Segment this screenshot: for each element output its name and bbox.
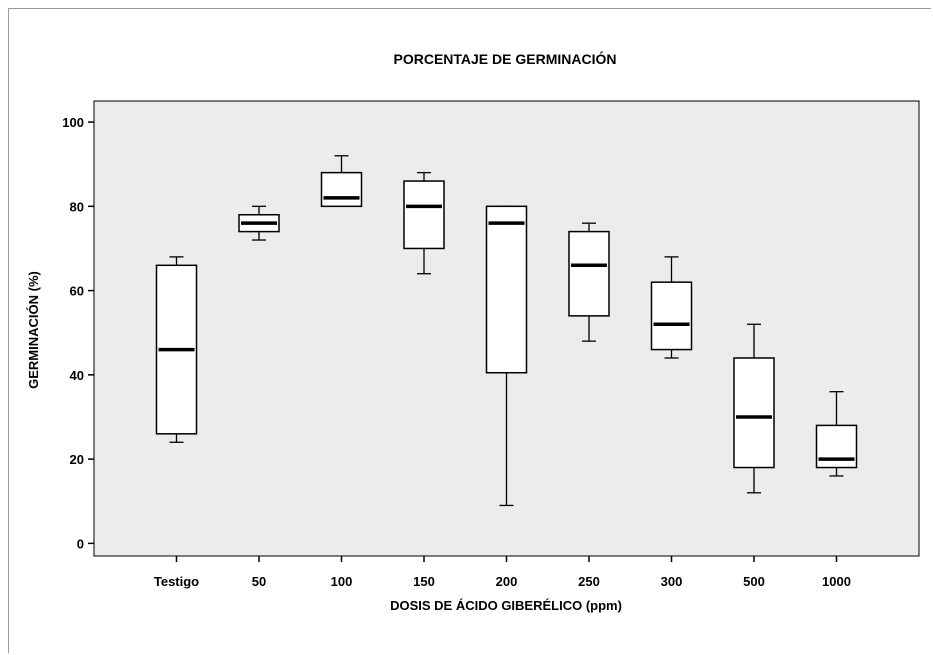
- x-tick-label: 250: [578, 574, 600, 589]
- y-axis: 0 20 40 60 80 100: [62, 115, 94, 551]
- box-iqr: [320, 171, 363, 208]
- y-tick-label: 80: [70, 199, 84, 214]
- box-250: [568, 222, 610, 342]
- x-tick-label: 300: [661, 574, 683, 589]
- x-tick-label: 150: [413, 574, 435, 589]
- y-tick-label: 40: [70, 368, 84, 383]
- x-axis: Testigo 50 100 150 200 250 300 500 1000: [154, 556, 851, 589]
- box-100: [320, 155, 363, 208]
- box-300: [650, 256, 693, 359]
- x-tick-label: 1000: [822, 574, 851, 589]
- box-iqr: [485, 205, 528, 374]
- box-iqr: [733, 357, 775, 469]
- box-series: [155, 155, 858, 507]
- box-Testigo: [155, 256, 198, 443]
- box-1000: [815, 391, 858, 477]
- box-50: [238, 205, 280, 241]
- y-tick-label: 100: [62, 115, 84, 130]
- y-tick-label: 0: [77, 536, 84, 551]
- x-axis-label: DOSIS DE ÁCIDO GIBERÉLICO (ppm): [390, 598, 622, 613]
- y-tick-label: 60: [70, 284, 84, 299]
- box-500: [733, 323, 775, 494]
- box-150: [403, 171, 445, 275]
- chart-title: PORCENTAJE DE GERMINACIÓN: [394, 50, 617, 67]
- box-200: [485, 205, 528, 507]
- x-tick-label: 50: [252, 574, 266, 589]
- x-tick-label: 500: [743, 574, 765, 589]
- x-tick-label: Testigo: [154, 574, 199, 589]
- chart-frame: [8, 8, 931, 653]
- box-iqr: [403, 180, 445, 250]
- y-tick-label: 20: [70, 452, 84, 467]
- box-iqr: [650, 281, 693, 351]
- y-axis-label: GERMINACIÓN (%): [26, 271, 41, 389]
- x-tick-label: 100: [331, 574, 353, 589]
- x-tick-label: 200: [496, 574, 518, 589]
- box-iqr: [568, 230, 610, 317]
- box-iqr: [815, 424, 858, 469]
